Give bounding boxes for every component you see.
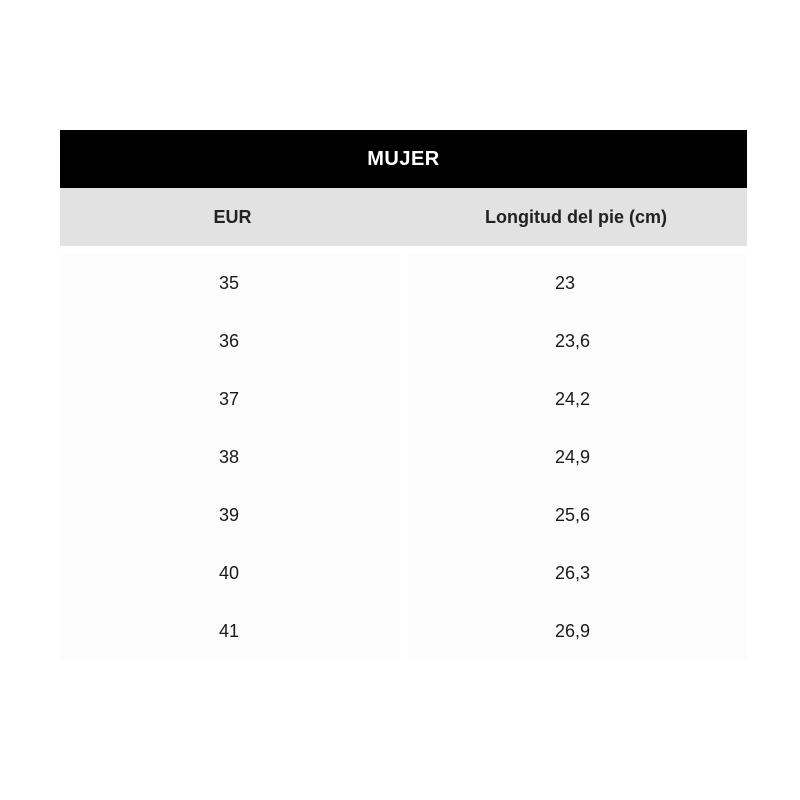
foot-length-cell: 26,3	[555, 562, 591, 583]
foot-length-cell: 23	[555, 272, 576, 293]
eur-cell: 35	[219, 272, 240, 293]
table-title: MUJER	[60, 130, 747, 188]
eur-cell: 40	[219, 562, 240, 583]
header-foot-length: Longitud del pie (cm)	[485, 206, 667, 227]
eur-cell: 39	[219, 504, 240, 525]
size-table: MUJER EUR Longitud del pie (cm) 35 36 37 38…	[60, 130, 747, 660]
foot-length-cell: 24,9	[555, 446, 591, 467]
header-eur: EUR	[213, 206, 252, 227]
foot-length-cell: 26,9	[555, 620, 591, 641]
foot-length-cell: 23,6	[555, 330, 591, 351]
eur-column: 35 36 37 38 39 40 41	[60, 254, 400, 660]
eur-cell: 38	[219, 446, 240, 467]
table-header-row: EUR Longitud del pie (cm)	[60, 188, 747, 246]
eur-cell: 37	[219, 388, 240, 409]
foot-length-column: 23 23,6 24,2 24,9 25,6 26,3 26,9	[408, 254, 747, 660]
foot-length-cell: 25,6	[555, 504, 591, 525]
table-body: 35 36 37 38 39 40 41 23 23,6 24,2 24,9 25,6 26,3 26,…	[60, 254, 747, 660]
eur-cell: 41	[219, 620, 240, 641]
eur-cell: 36	[219, 330, 240, 351]
foot-length-cell: 24,2	[555, 388, 591, 409]
